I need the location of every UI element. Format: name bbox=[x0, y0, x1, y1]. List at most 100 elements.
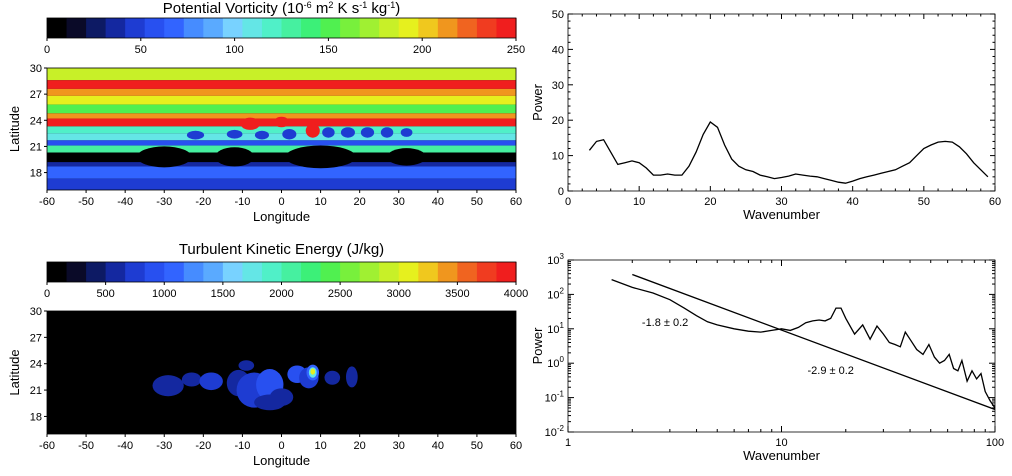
y-tick-label: 21 bbox=[30, 385, 42, 397]
colorbar-swatch bbox=[47, 262, 68, 282]
colorbar-swatch bbox=[398, 262, 419, 282]
y-tick-label: 10-2 bbox=[545, 424, 565, 439]
colorbar-tick-label: 1500 bbox=[211, 288, 235, 300]
y-tick-label: 24 bbox=[30, 359, 42, 371]
colorbar-swatch bbox=[203, 18, 224, 38]
colorbar-swatch bbox=[340, 262, 361, 282]
lineplot-tke-spectrum: 1 10 100 10-2 10-1 100 101 102 103 Wavenumber Powe… bbox=[530, 252, 1004, 463]
heatmap-feature bbox=[322, 127, 335, 138]
x-tick-label: 10 bbox=[633, 196, 645, 208]
x-tick-label: 0 bbox=[278, 196, 284, 208]
x-axis-label: Wavenumber bbox=[743, 207, 820, 222]
heatmap-band bbox=[47, 126, 516, 134]
colorbar-swatch bbox=[379, 18, 400, 38]
x-tick-label: 60 bbox=[989, 196, 1001, 208]
y-axis-label: Power bbox=[530, 327, 545, 365]
colorbar-swatch bbox=[437, 18, 458, 38]
heatmap-feature bbox=[186, 130, 205, 140]
series-line-0 bbox=[611, 278, 995, 409]
colorbar-swatch bbox=[105, 262, 126, 282]
colorbar-swatch bbox=[105, 18, 126, 38]
heatmap-feature bbox=[310, 368, 316, 375]
heatmap-band bbox=[47, 162, 516, 167]
colorbar-swatch bbox=[144, 18, 165, 38]
x-tick-label: -10 bbox=[234, 196, 250, 208]
colorbar-swatch bbox=[301, 262, 322, 282]
colorbar-swatch bbox=[222, 18, 244, 38]
lineplot-pv-spectrum: 0 10 20 30 40 50 60 0 10 20 30 40 50 Wavenumber Power bbox=[530, 9, 1001, 222]
plot-frame bbox=[567, 13, 996, 192]
y-tick-label: 30 bbox=[552, 80, 564, 92]
colorbar-tick-label: 250 bbox=[507, 44, 525, 56]
y-tick-label: 27 bbox=[30, 332, 42, 344]
x-tick-label: 50 bbox=[471, 440, 483, 452]
colorbar-swatch bbox=[86, 262, 107, 282]
colorbar-swatch bbox=[418, 18, 439, 38]
x-tick-label: -50 bbox=[78, 440, 94, 452]
colorbar-swatch bbox=[359, 18, 380, 38]
colorbar-swatch bbox=[242, 18, 263, 38]
x-tick-label: 100 bbox=[986, 437, 1004, 449]
y-tick-label: 50 bbox=[552, 9, 564, 21]
colorbar-swatch bbox=[125, 18, 146, 38]
colorbar-tick-label: 2500 bbox=[328, 288, 352, 300]
colorbar-swatch bbox=[457, 262, 478, 282]
colorbar-swatch bbox=[379, 262, 400, 282]
colorbar-swatch bbox=[47, 18, 68, 38]
x-tick-label: 10 bbox=[775, 437, 787, 449]
heatmap-feature bbox=[324, 370, 341, 385]
colorbar-swatch bbox=[242, 262, 263, 282]
colorbar-swatch bbox=[144, 262, 165, 282]
x-tick-label: 30 bbox=[393, 196, 405, 208]
y-axis-label: Latitude bbox=[7, 349, 22, 395]
y-tick-label: 101 bbox=[547, 321, 564, 336]
x-axis-label: Longitude bbox=[253, 209, 310, 224]
heatmap-feature bbox=[136, 146, 192, 168]
y-tick-label: 27 bbox=[30, 89, 42, 101]
colorbar-swatch bbox=[203, 262, 224, 282]
y-tick-label: 18 bbox=[30, 411, 42, 423]
heatmap-feature bbox=[340, 127, 355, 138]
heatmap-feature bbox=[282, 129, 297, 140]
plot-area bbox=[611, 273, 995, 411]
series-line-1 bbox=[632, 273, 995, 411]
heatmap-band bbox=[47, 104, 516, 114]
y-tick-label: 21 bbox=[30, 141, 42, 153]
x-tick-label: -40 bbox=[117, 196, 133, 208]
colorbar-swatch bbox=[164, 262, 185, 282]
colorbar-swatch bbox=[359, 262, 380, 282]
heatmap-band bbox=[47, 178, 516, 190]
x-tick-label: 60 bbox=[510, 196, 522, 208]
colorbar-swatch bbox=[320, 262, 341, 282]
heatmap-feature bbox=[400, 128, 413, 137]
colorbar-swatch bbox=[496, 262, 517, 282]
heatmap-feature bbox=[240, 117, 261, 130]
heatmap-band bbox=[47, 95, 516, 105]
x-tick-label: -50 bbox=[78, 196, 94, 208]
colorbar-swatch bbox=[418, 262, 439, 282]
plot-area bbox=[588, 121, 989, 184]
x-tick-label: -60 bbox=[39, 196, 55, 208]
y-tick-label: 24 bbox=[30, 115, 42, 127]
colorbar-tick-label: 2000 bbox=[269, 288, 293, 300]
colorbar-swatch bbox=[66, 18, 87, 38]
colorbar-swatch bbox=[301, 18, 322, 38]
x-tick-label: -40 bbox=[117, 440, 133, 452]
heatmap-feature bbox=[380, 127, 394, 138]
heatmap-feature bbox=[273, 116, 290, 128]
heatmap-tke: -60 -50 -40 -30 -20 -10 0 10 20 30 40 50 60 18 21 24 27 3… bbox=[7, 306, 522, 468]
x-tick-label: -20 bbox=[195, 196, 211, 208]
heatmap-field bbox=[47, 311, 516, 434]
colorbar-swatch bbox=[457, 18, 478, 38]
colorbar-tick-label: 50 bbox=[135, 44, 147, 56]
slope-annotation: -1.8 ± 0.2 bbox=[642, 317, 688, 329]
y-tick-label: 20 bbox=[552, 115, 564, 127]
colorbar-swatch bbox=[261, 18, 283, 38]
heatmap-feature bbox=[215, 147, 255, 167]
y-tick-label: 102 bbox=[547, 286, 564, 301]
colorbar-tick-label: 150 bbox=[319, 44, 337, 56]
heatmap-feature bbox=[152, 375, 184, 397]
y-tick-label: 30 bbox=[30, 306, 42, 318]
heatmap-band bbox=[47, 88, 516, 96]
y-tick-label: 0 bbox=[558, 186, 564, 198]
